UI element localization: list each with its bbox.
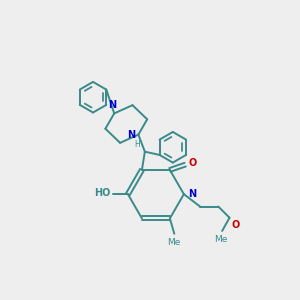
- Text: Me: Me: [168, 238, 181, 247]
- Text: N: N: [188, 189, 196, 199]
- Text: N: N: [127, 130, 135, 140]
- Text: HO: HO: [94, 188, 110, 198]
- Text: H: H: [134, 140, 140, 149]
- Text: N: N: [108, 100, 116, 110]
- Text: O: O: [231, 220, 239, 230]
- Text: Me: Me: [214, 236, 227, 244]
- Text: O: O: [188, 158, 196, 168]
